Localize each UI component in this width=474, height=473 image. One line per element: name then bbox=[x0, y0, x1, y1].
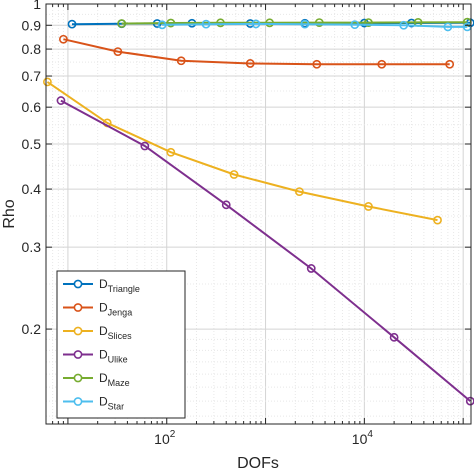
y-tick-label: 0.8 bbox=[22, 41, 42, 57]
x-tick-label: 104 bbox=[352, 429, 374, 447]
series-line bbox=[63, 38, 450, 66]
legend-marker bbox=[73, 279, 83, 289]
data-point bbox=[377, 59, 387, 69]
legend-marker bbox=[73, 303, 83, 312]
x-tick-label: 102 bbox=[154, 429, 176, 447]
data-point bbox=[43, 77, 52, 87]
data-point bbox=[399, 20, 409, 30]
y-tick-label: 0.2 bbox=[22, 321, 42, 337]
series-star bbox=[157, 19, 472, 32]
legend-label: DJenga bbox=[99, 301, 132, 318]
data-point bbox=[245, 59, 255, 68]
series-line bbox=[60, 99, 471, 402]
data-point bbox=[166, 18, 176, 28]
y-tick-label: 0.5 bbox=[22, 136, 42, 152]
data-point bbox=[201, 19, 211, 29]
data-point bbox=[389, 332, 399, 342]
series-line bbox=[46, 81, 438, 222]
data-point bbox=[364, 202, 373, 211]
series-ulike bbox=[56, 96, 474, 406]
data-point bbox=[300, 19, 310, 29]
legend-label: DMaze bbox=[99, 371, 130, 388]
grid bbox=[45, 3, 471, 424]
data-point bbox=[59, 34, 68, 44]
data-point bbox=[364, 18, 373, 28]
legend-marker bbox=[73, 373, 83, 383]
y-tick-label: 0.3 bbox=[22, 239, 42, 255]
y-tick-label: 0.9 bbox=[22, 17, 42, 33]
data-point bbox=[433, 215, 442, 225]
data-point bbox=[140, 141, 150, 151]
series-layer bbox=[43, 17, 474, 406]
data-point bbox=[306, 264, 316, 273]
data-point bbox=[176, 56, 186, 66]
legend-label: DStar bbox=[99, 395, 124, 412]
data-point bbox=[265, 18, 275, 28]
data-point bbox=[251, 19, 261, 29]
data-point bbox=[117, 19, 127, 28]
legend-label: DSlices bbox=[99, 324, 132, 341]
series-line bbox=[121, 21, 468, 25]
plot-frame bbox=[45, 3, 472, 425]
data-point bbox=[216, 18, 225, 28]
legend: DTriangle DJenga DSlices DUlike DMaze DStar bbox=[56, 270, 186, 419]
data-point bbox=[221, 200, 231, 210]
legend-marker bbox=[73, 326, 83, 336]
series-slices bbox=[43, 77, 442, 225]
data-point bbox=[294, 187, 304, 197]
data-point bbox=[157, 20, 167, 30]
data-point bbox=[229, 170, 239, 179]
data-point bbox=[113, 47, 123, 57]
series-jenga bbox=[59, 34, 455, 69]
data-point bbox=[445, 59, 455, 69]
axes: 0.2 0.3 0.4 0.5 0.6 0.7 0.8 0.9 1 102 104 bbox=[22, 0, 471, 447]
legend-marker bbox=[73, 397, 83, 406]
data-point bbox=[312, 59, 322, 69]
data-point bbox=[443, 22, 453, 32]
legend-label: DUlike bbox=[99, 348, 128, 365]
data-point bbox=[166, 147, 176, 157]
y-tick-label: 0.4 bbox=[22, 181, 42, 197]
data-point bbox=[67, 19, 77, 29]
series-maze bbox=[117, 17, 472, 28]
data-point bbox=[350, 20, 360, 30]
x-axis-label: DOFs bbox=[237, 455, 279, 472]
y-tick-label: 0.6 bbox=[22, 99, 42, 115]
legend-label: DTriangle bbox=[99, 277, 140, 294]
y-tick-label: 1 bbox=[33, 0, 41, 12]
legend-box bbox=[56, 270, 186, 419]
y-tick-label: 0.7 bbox=[22, 68, 42, 84]
legend-marker bbox=[73, 350, 83, 359]
data-point bbox=[314, 18, 324, 28]
data-point bbox=[56, 96, 66, 105]
series-line bbox=[162, 22, 468, 28]
y-axis-label: Rho bbox=[1, 199, 18, 228]
